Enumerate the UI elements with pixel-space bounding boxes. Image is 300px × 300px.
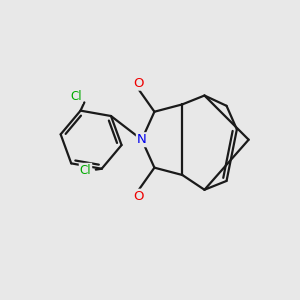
Text: Cl: Cl: [80, 164, 91, 177]
Text: N: N: [137, 133, 147, 146]
Text: O: O: [134, 190, 144, 203]
Text: O: O: [134, 77, 144, 90]
Text: Cl: Cl: [70, 90, 82, 103]
